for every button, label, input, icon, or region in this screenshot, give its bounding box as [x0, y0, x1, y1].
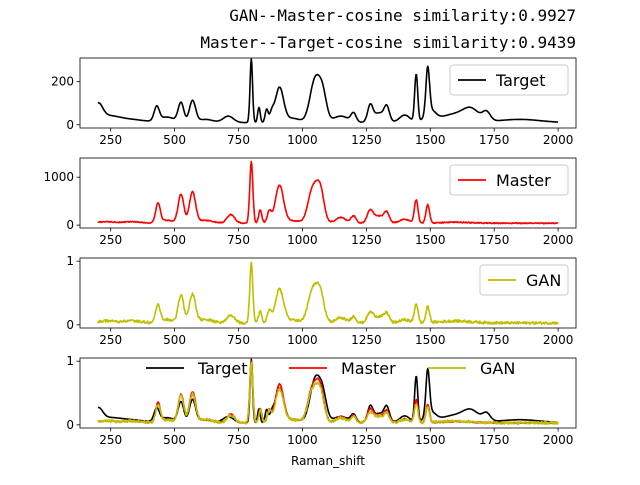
legend-label: GAN — [480, 359, 515, 378]
subplot-2: 250 500 750 1000 1250 1500 1750 2000 0 1000 Master — [43, 157, 577, 247]
x-tick-label: 500 — [163, 433, 186, 447]
x-tick-label: 250 — [99, 233, 122, 247]
x-tick-label: 2000 — [543, 433, 574, 447]
y-tick-label: 0 — [66, 318, 74, 332]
x-tick-label: 1500 — [415, 333, 446, 347]
x-tick-label: 1500 — [415, 133, 446, 147]
y-tick-label: 0 — [66, 218, 74, 232]
subplot-4: 250 500 750 1000 1250 1500 1750 2000 0 1 Target Mas… — [66, 354, 577, 447]
x-tick-label: 1000 — [287, 333, 318, 347]
axes-frame — [79, 157, 577, 229]
x-tick-label: 1250 — [351, 133, 382, 147]
x-tick-label: 1750 — [479, 333, 510, 347]
legend: Target — [449, 64, 569, 96]
y-tick-label: 0 — [66, 418, 74, 432]
legend: GAN — [479, 264, 569, 296]
series-group — [97, 58, 559, 124]
x-tick-label: 1250 — [351, 233, 382, 247]
legend-label: Master — [341, 359, 396, 378]
series-line-gan — [97, 261, 559, 325]
title-line-2: Master--Target-cosine similarity:0.9439 — [200, 33, 576, 52]
x-tick-label: 250 — [99, 133, 122, 147]
x-tick-label: 500 — [163, 233, 186, 247]
series-line-master — [97, 160, 559, 225]
legend-label: GAN — [526, 271, 561, 290]
x-tick-label: 750 — [227, 133, 250, 147]
subplot-1: 250 500 750 1000 1250 1500 1750 2000 0 200 Target — [51, 57, 577, 147]
x-tick-label: 750 — [227, 433, 250, 447]
x-tick-label: 1000 — [287, 133, 318, 147]
x-tick-label: 500 — [163, 333, 186, 347]
series-line-target — [97, 58, 559, 124]
axes-frame — [79, 357, 577, 429]
x-tick-label: 1000 — [287, 233, 318, 247]
x-axis-label: Raman_shift — [291, 454, 365, 468]
series-line-gan — [97, 361, 559, 425]
axes-frame — [79, 257, 577, 329]
y-tick-label: 200 — [51, 75, 74, 89]
x-tick-label: 2000 — [543, 233, 574, 247]
x-tick-label: 1500 — [415, 433, 446, 447]
legend-box — [479, 264, 569, 296]
x-tick-label: 2000 — [543, 133, 574, 147]
legend: Master — [449, 164, 569, 196]
x-tick-label: 750 — [227, 333, 250, 347]
x-tick-label: 1750 — [479, 433, 510, 447]
axes-frame — [79, 57, 577, 129]
legend-label: Target — [197, 359, 248, 378]
y-tick-label: 0 — [66, 118, 74, 132]
y-tick-label: 1 — [66, 354, 74, 368]
x-tick-label: 500 — [163, 133, 186, 147]
x-tick-label: 750 — [227, 233, 250, 247]
legend-label: Target — [495, 71, 546, 90]
legend-label: Master — [496, 171, 551, 190]
series-group — [97, 261, 559, 325]
x-tick-label: 2000 — [543, 333, 574, 347]
x-tick-label: 250 — [99, 433, 122, 447]
x-tick-label: 1250 — [351, 433, 382, 447]
title-line-1: GAN--Master-cosine similarity:0.9927 — [229, 6, 576, 25]
x-tick-label: 1500 — [415, 233, 446, 247]
legend-box — [449, 64, 569, 96]
legend: Target Master GAN — [146, 359, 515, 378]
subplot-3: 250 500 750 1000 1250 1500 1750 2000 0 1 GAN — [66, 254, 577, 347]
x-tick-label: 1750 — [479, 133, 510, 147]
x-tick-label: 1750 — [479, 233, 510, 247]
series-group — [97, 358, 559, 425]
x-tick-label: 1250 — [351, 333, 382, 347]
y-tick-label: 1000 — [43, 170, 74, 184]
x-tick-label: 1000 — [287, 433, 318, 447]
series-group — [97, 160, 559, 225]
x-tick-label: 250 — [99, 333, 122, 347]
y-tick-label: 1 — [66, 254, 74, 268]
legend-box — [449, 164, 569, 196]
